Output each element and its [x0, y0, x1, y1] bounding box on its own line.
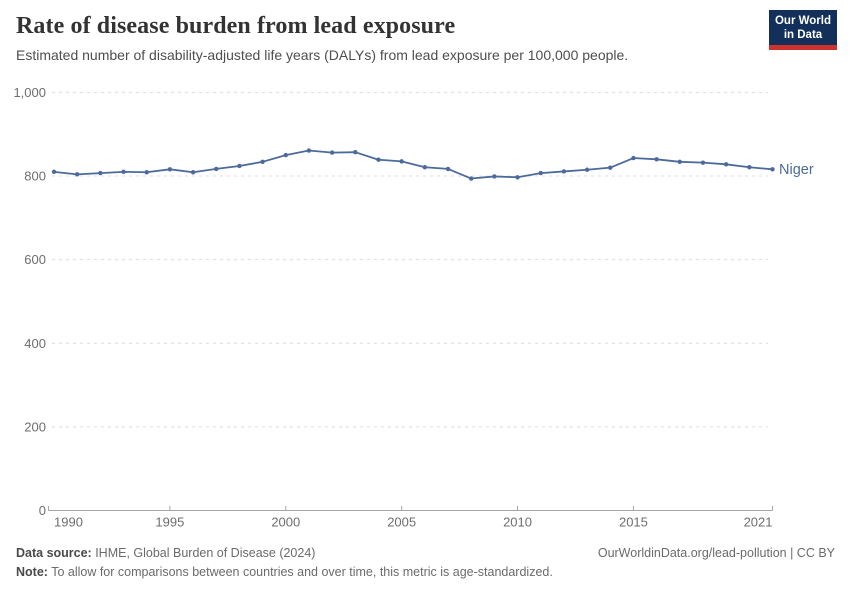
x-axis-tick-label: 2005 — [387, 515, 416, 530]
x-axis-tick-label: 1990 — [54, 515, 83, 530]
niger-data-point — [306, 148, 312, 153]
note-line: Note: To allow for comparisons between c… — [16, 565, 835, 579]
owid-logo-text: Our World in Data — [769, 10, 837, 45]
niger-data-point — [538, 170, 543, 176]
x-axis-tick-label: 2015 — [619, 515, 648, 530]
niger-data-point — [515, 175, 520, 180]
series-end-label: Niger — [779, 162, 814, 178]
niger-data-point — [445, 166, 451, 172]
y-axis-tick-label: 1,000 — [13, 85, 46, 100]
niger-data-point — [700, 160, 706, 165]
niger-data-point — [492, 174, 497, 179]
x-axis-tick-label: 2000 — [271, 515, 300, 530]
attribution-link: OurWorldinData.org/lead-pollution | CC B… — [597, 546, 835, 560]
niger-data-point — [144, 170, 149, 175]
niger-data-point — [190, 170, 196, 175]
owid-logo-stripe — [769, 45, 837, 50]
niger-data-point — [399, 159, 404, 164]
niger-data-point — [214, 166, 219, 172]
chart-header: Rate of disease burden from lead exposur… — [0, 0, 850, 63]
chart-subtitle: Estimated number of disability-adjusted … — [16, 47, 629, 63]
niger-data-point — [51, 169, 57, 175]
x-axis-tick-label: 2010 — [503, 515, 532, 530]
y-axis-tick-label: 200 — [24, 419, 46, 434]
niger-data-point — [584, 167, 590, 172]
owid-logo-line2: in Data — [783, 29, 823, 41]
niger-data-point — [260, 159, 265, 165]
x-axis-tick-label: 2021 — [744, 515, 773, 530]
x-axis-tick-label: 1995 — [155, 515, 184, 530]
niger-data-point — [608, 165, 613, 170]
niger-data-point — [468, 176, 474, 181]
niger-data-point — [329, 150, 335, 155]
note-text: To allow for comparisons between countri… — [47, 565, 553, 579]
niger-data-point — [98, 170, 103, 176]
niger-data-point — [747, 165, 752, 170]
niger-data-point — [353, 149, 358, 155]
datasource-line: Data source: IHME, Global Burden of Dise… — [16, 546, 835, 560]
note-label: Note: — [16, 565, 48, 579]
niger-data-point — [121, 169, 126, 175]
y-axis-tick-label: 400 — [24, 336, 46, 351]
niger-data-point — [167, 167, 173, 172]
datasource-label: Data source: — [16, 546, 92, 560]
niger-data-point — [237, 163, 242, 169]
niger-data-point — [723, 162, 729, 167]
niger-data-point — [654, 157, 659, 162]
niger-data-point — [770, 167, 775, 172]
owid-logo: Our World in Data — [769, 10, 837, 50]
y-axis-tick-label: 800 — [24, 169, 46, 184]
niger-data-point — [74, 172, 80, 177]
datasource: Data source: IHME, Global Burden of Dise… — [16, 546, 315, 560]
chart-title: Rate of disease burden from lead exposur… — [16, 13, 456, 39]
niger-data-point — [677, 159, 682, 165]
owid-logo-line1: Our World — [774, 15, 831, 27]
niger-line-series — [53, 149, 774, 180]
y-axis-tick-label: 0 — [39, 503, 46, 518]
niger-data-point — [561, 169, 567, 174]
niger-data-point — [631, 155, 636, 161]
niger-data-point — [283, 152, 288, 158]
y-axis-tick-label: 600 — [24, 252, 46, 267]
chart-footer: Data source: IHME, Global Burden of Dise… — [0, 542, 850, 579]
niger-data-point — [376, 157, 381, 162]
niger-data-point — [422, 165, 428, 170]
datasource-text: IHME, Global Burden of Disease (2024) — [91, 546, 316, 560]
